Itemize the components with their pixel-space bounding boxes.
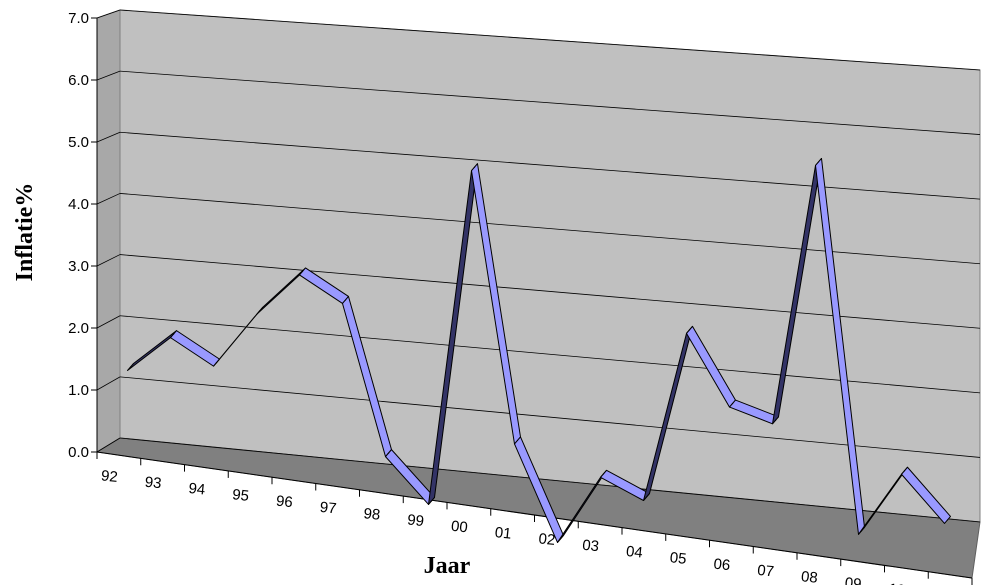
- data-point: [172, 333, 175, 335]
- x-tick-label: 00: [450, 518, 468, 537]
- x-tick-label: 01: [494, 524, 512, 543]
- x-axis-title: Jaar: [424, 553, 471, 579]
- data-point: [301, 270, 304, 273]
- data-point: [688, 329, 691, 331]
- x-tick-label: 96: [275, 493, 293, 512]
- y-tick-label: 5.0: [68, 134, 89, 151]
- data-point: [516, 439, 519, 442]
- data-point: [473, 166, 476, 168]
- gridline-side: [96, 9, 121, 19]
- y-tick-label: 6.0: [68, 72, 89, 89]
- series-ribbon: [127, 157, 951, 543]
- x-axis: 9293949596979899000102030405060708091011: [96, 451, 973, 585]
- x-tick-label: 05: [669, 549, 687, 568]
- data-point: [731, 402, 734, 405]
- x-tick-label: 99: [406, 511, 424, 530]
- data-point: [559, 538, 562, 540]
- x-tick-label: 07: [756, 562, 774, 581]
- gridline: [119, 70, 981, 135]
- gridline-side: [96, 70, 121, 81]
- x-tick-label: 10: [888, 581, 906, 585]
- chart-walls: [95, 9, 981, 579]
- y-tick-label: 0.0: [68, 444, 89, 461]
- data-point: [817, 161, 820, 163]
- data-point: [430, 500, 433, 502]
- x-tick-label: 93: [144, 474, 162, 493]
- gridline: [119, 315, 981, 394]
- x-tick-label: 98: [363, 505, 381, 524]
- side-wall: [96, 9, 121, 453]
- gridlines: [96, 9, 981, 523]
- data-point: [258, 310, 261, 312]
- data-point: [215, 362, 218, 364]
- gridline: [119, 437, 981, 523]
- data-point: [860, 530, 863, 532]
- gridline-side: [96, 254, 121, 267]
- data-point: [903, 470, 906, 472]
- data-point: [774, 419, 777, 421]
- x-tick-label: 94: [188, 480, 206, 499]
- x-tick-label: 92: [100, 467, 118, 486]
- data-point: [129, 366, 132, 368]
- data-point: [946, 519, 949, 521]
- x-tick-label: 02: [538, 530, 556, 549]
- gridline-side: [96, 315, 121, 329]
- gridline-side: [96, 131, 121, 143]
- y-axis: 0.0 1.0 2.0 3.0 4.0 5.0 6.0 7.0: [68, 10, 98, 461]
- gridline-side: [96, 193, 121, 205]
- x-tick-label: 03: [581, 537, 599, 556]
- gridline: [119, 376, 981, 458]
- x-tick-label: 09: [844, 574, 862, 585]
- y-axis-title: Inflatie%: [12, 183, 38, 282]
- y-tick-label: 3.0: [68, 258, 89, 275]
- y-tick-label: 1.0: [68, 382, 89, 399]
- data-point: [344, 299, 347, 301]
- y-tick-label: 7.0: [68, 10, 89, 27]
- gridline: [119, 131, 981, 200]
- gridline: [119, 9, 981, 71]
- x-tick-label: 04: [625, 543, 643, 562]
- y-tick-label: 4.0: [68, 196, 89, 213]
- x-tick-label: 06: [713, 556, 731, 575]
- gridline-side: [96, 437, 121, 453]
- data-point: [602, 473, 605, 475]
- x-tick-label: 97: [319, 499, 337, 518]
- series-segment: [901, 466, 951, 524]
- y-tick-label: 2.0: [68, 320, 89, 337]
- gridline-side: [96, 376, 121, 391]
- gridline: [119, 193, 981, 265]
- data-point: [387, 452, 390, 454]
- x-tick-label: 95: [231, 486, 249, 505]
- x-tick-label: 08: [800, 568, 818, 585]
- data-point: [645, 496, 648, 498]
